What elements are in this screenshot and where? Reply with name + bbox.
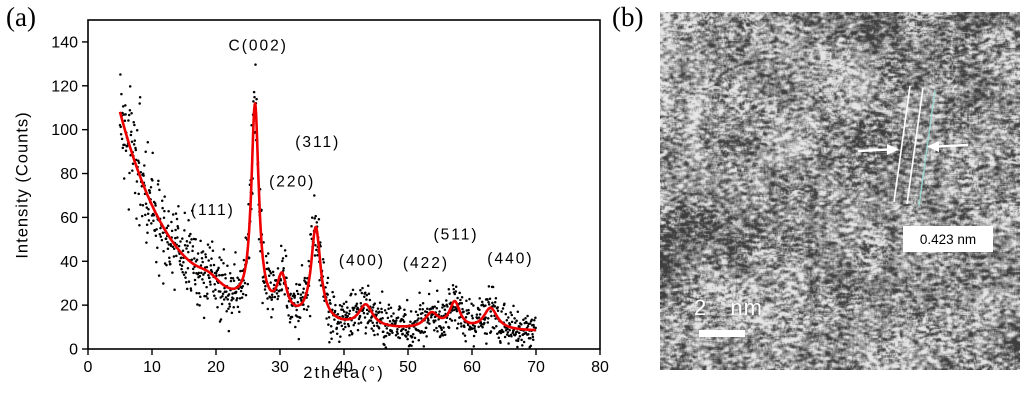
scalebar-label: 2 nm bbox=[694, 295, 763, 320]
svg-text:70: 70 bbox=[527, 359, 545, 376]
lattice-line-1 bbox=[893, 85, 911, 203]
right-arrow-icon bbox=[927, 141, 969, 152]
svg-text:40: 40 bbox=[60, 254, 78, 271]
svg-text:20: 20 bbox=[60, 298, 78, 315]
svg-text:60: 60 bbox=[60, 210, 78, 227]
tem-annotations bbox=[857, 85, 969, 207]
svg-text:(511): (511) bbox=[433, 226, 478, 243]
svg-text:120: 120 bbox=[51, 78, 78, 95]
svg-text:60: 60 bbox=[463, 359, 481, 376]
left-arrow-icon bbox=[857, 144, 899, 155]
svg-text:50: 50 bbox=[399, 359, 417, 376]
scalebar bbox=[699, 330, 745, 337]
svg-text:80: 80 bbox=[60, 166, 78, 183]
svg-text:(422): (422) bbox=[403, 255, 449, 272]
svg-text:0: 0 bbox=[84, 359, 93, 376]
svg-text:(400): (400) bbox=[339, 253, 385, 270]
svg-text:140: 140 bbox=[51, 34, 78, 51]
svg-text:(111): (111) bbox=[191, 202, 235, 219]
xrd-plot: 0 10 20 30 40 50 60 70 80 0 20 40 60 80 100 120 140 (111)… bbox=[51, 19, 609, 376]
svg-text:0: 0 bbox=[69, 342, 78, 359]
tem-image: 0.423 nm 2 nm bbox=[660, 12, 1020, 370]
lattice-line-2 bbox=[906, 87, 924, 205]
svg-text:C(002): C(002) bbox=[229, 38, 288, 55]
panel-a-label: (a) bbox=[6, 2, 36, 32]
tem-micrograph-canvas bbox=[660, 12, 1020, 370]
svg-text:100: 100 bbox=[51, 122, 78, 139]
svg-text:30: 30 bbox=[271, 359, 289, 376]
lattice-line-3 bbox=[918, 89, 936, 207]
lattice-spacing-label: 0.423 nm bbox=[903, 226, 993, 252]
svg-text:(440): (440) bbox=[487, 250, 533, 267]
y-axis-title: Intensity (Counts) bbox=[13, 111, 32, 259]
svg-text:(311): (311) bbox=[295, 134, 340, 151]
svg-text:20: 20 bbox=[207, 359, 225, 376]
x-axis-title: 2theta(°) bbox=[303, 364, 385, 382]
svg-text:40: 40 bbox=[335, 359, 353, 376]
svg-text:10: 10 bbox=[143, 359, 161, 376]
svg-text:80: 80 bbox=[591, 359, 609, 376]
panel-b-label: (b) bbox=[612, 2, 644, 32]
svg-text:(220): (220) bbox=[269, 174, 315, 191]
